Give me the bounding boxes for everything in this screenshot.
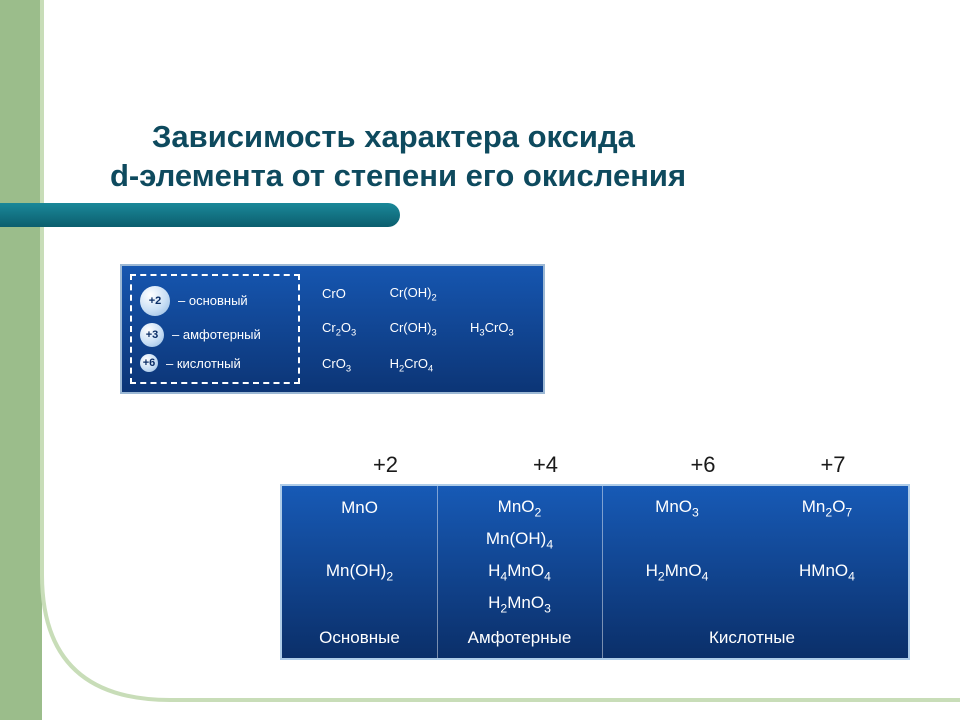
mn-cell: Mn(OH)4 xyxy=(486,529,553,551)
oxidation-state-header: +2 +4 +6 +7 xyxy=(308,452,898,478)
oxidation-ball: +3 xyxy=(140,323,164,347)
legend-label: – кислотный xyxy=(166,356,241,371)
oxstate: +7 xyxy=(778,452,888,478)
mn-cell: H2MnO3 xyxy=(488,593,551,615)
mn-cell: MnO3 xyxy=(655,497,699,519)
oxidation-ball: +2 xyxy=(140,286,170,316)
category-label: Амфотерные xyxy=(468,628,572,648)
oxstate: +2 xyxy=(308,452,463,478)
legend-label: – амфотерный xyxy=(172,327,261,342)
title-line-1: Зависимость характера оксида xyxy=(152,119,635,154)
formula-cell: H2CrO4 xyxy=(390,356,452,374)
table-divider xyxy=(437,486,438,658)
oxstate: +4 xyxy=(463,452,628,478)
formula-cell: H3CrO3 xyxy=(470,320,529,338)
table-divider xyxy=(602,486,603,658)
category-label: Кислотные xyxy=(709,628,795,648)
formula-cell: Cr(OH)2 xyxy=(390,285,452,303)
mn-cell: MnO2 xyxy=(498,497,542,519)
manganese-table: MnO MnO2 MnO3 Mn2O7 Mn(OH)4 Mn(OH)2 H4Mn… xyxy=(280,484,910,660)
legend-row: +3 – амфотерный xyxy=(140,323,290,347)
mn-cell: H4MnO4 xyxy=(488,561,551,583)
mn-cell: Mn(OH)2 xyxy=(326,561,393,583)
legend-row: +2 – основный xyxy=(140,286,290,316)
formula-cell: CrO xyxy=(322,286,372,301)
mn-table-body: MnO MnO2 MnO3 Mn2O7 Mn(OH)4 Mn(OH)2 H4Mn… xyxy=(282,486,908,620)
legend-row: +6 – кислотный xyxy=(140,354,290,372)
mn-cell: MnO xyxy=(341,498,378,518)
oxstate: +6 xyxy=(628,452,778,478)
formula-cell: Cr(OH)3 xyxy=(390,320,452,338)
mn-cell: H2MnO4 xyxy=(646,561,709,583)
chromium-formulas: CrO Cr(OH)2 Cr2O3 Cr(OH)3 H3CrO3 CrO3 H2… xyxy=(308,266,543,392)
title-line-2: d-элемента от степени его окисления xyxy=(110,158,686,193)
legend-types: +2 – основный +3 – амфотерный +6 – кисло… xyxy=(130,274,300,384)
formula-cell: CrO3 xyxy=(322,356,372,374)
left-sidebar-decoration xyxy=(0,0,42,720)
oxidation-ball: +6 xyxy=(140,354,158,372)
slide-title: Зависимость характера оксида d-элемента … xyxy=(110,118,870,196)
formula-cell: Cr2O3 xyxy=(322,320,372,338)
mn-cell: Mn2O7 xyxy=(802,497,852,519)
mn-cell: HMnO4 xyxy=(799,561,855,583)
legend-label: – основный xyxy=(178,293,248,308)
accent-bar xyxy=(0,203,400,227)
mn-category-row: Основные Амфотерные Кислотные xyxy=(282,620,908,658)
chromium-legend-panel: +2 – основный +3 – амфотерный +6 – кисло… xyxy=(120,264,545,394)
category-label: Основные xyxy=(319,628,400,648)
